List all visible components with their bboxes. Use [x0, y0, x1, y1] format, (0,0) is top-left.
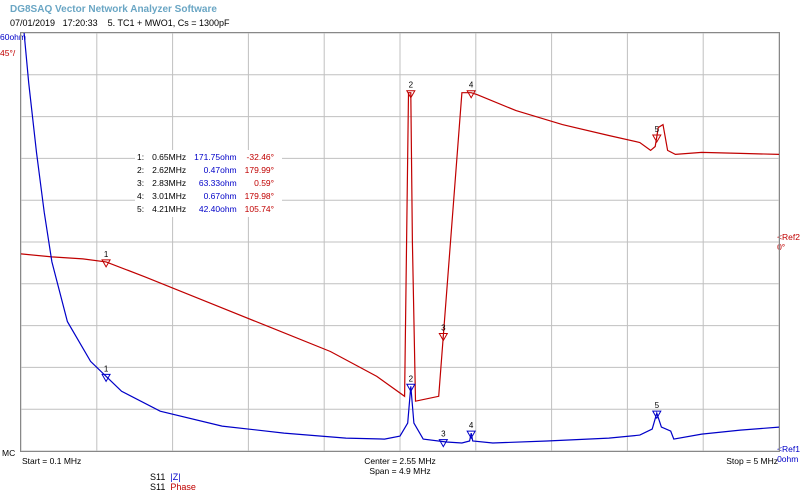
- marker-ph: 0.59°: [245, 178, 280, 189]
- svg-text:5: 5: [655, 125, 660, 134]
- marker-idx: 3:: [137, 178, 150, 189]
- marker-freq: 2.62MHz: [152, 165, 192, 176]
- marker-4: 4: [467, 81, 475, 98]
- marker-row: 1: 0.65MHz 171.75ohm -32.46°: [137, 152, 280, 163]
- svg-text:1: 1: [104, 364, 109, 373]
- marker-idx: 5:: [137, 204, 150, 215]
- marker-row: 4: 3.01MHz 0.67ohm 179.98°: [137, 191, 280, 202]
- grid: [21, 33, 779, 451]
- marker-readout-table: 1: 0.65MHz 171.75ohm -32.46° 2: 2.62MHz …: [135, 150, 282, 217]
- meta-line: 07/01/2019 17:20:33 5. TC1 + MWO1, Cs = …: [10, 18, 230, 28]
- xaxis-center-top: Center = 2.55 MHz: [364, 456, 436, 466]
- svg-text:5: 5: [655, 401, 660, 410]
- marker-idx: 4:: [137, 191, 150, 202]
- marker-ohm: 0.67ohm: [194, 191, 243, 202]
- svg-text:3: 3: [441, 430, 446, 439]
- svg-text:1: 1: [104, 250, 109, 259]
- plot-svg: 1 2 3 4 5 1: [21, 33, 779, 451]
- marker-row: 2: 2.62MHz 0.47ohm 179.99°: [137, 165, 280, 176]
- legend: S11 |Z| S11 Phase: [150, 472, 196, 492]
- marker-idx: 1:: [137, 152, 150, 163]
- meta-date: 07/01/2019: [10, 18, 55, 28]
- svg-text:3: 3: [441, 324, 446, 333]
- marker-ohm: 0.47ohm: [194, 165, 243, 176]
- legend-phase: Phase: [170, 482, 196, 492]
- legend-s11-ph: S11: [150, 482, 165, 492]
- marker-freq: 3.01MHz: [152, 191, 192, 202]
- plot-area: 1 2 3 4 5 1: [20, 32, 780, 452]
- marker-ph: 179.98°: [245, 191, 280, 202]
- yaxis-ref2: <Ref2 0°: [777, 232, 800, 252]
- marker-ohm: 63.33ohm: [194, 178, 243, 189]
- marker-ph: 105.74°: [245, 204, 280, 215]
- marker-1: 1: [102, 250, 110, 267]
- xaxis-center-bot: Span = 4.9 MHz: [369, 466, 430, 476]
- yaxis-phase-scale: 45°/: [0, 48, 15, 58]
- marker-ph: 179.99°: [245, 165, 280, 176]
- xaxis-stop: Stop = 5 MHz: [726, 456, 778, 466]
- marker-3: 3: [439, 430, 447, 447]
- legend-s11-z: S11: [150, 472, 165, 482]
- marker-row: 3: 2.83MHz 63.33ohm 0.59°: [137, 178, 280, 189]
- xaxis-center: Center = 2.55 MHz Span = 4.9 MHz: [0, 456, 800, 476]
- marker-row: 5: 4.21MHz 42.40ohm 105.74°: [137, 204, 280, 215]
- marker-ph: -32.46°: [245, 152, 280, 163]
- marker-freq: 4.21MHz: [152, 204, 192, 215]
- meta-note: 5. TC1 + MWO1, Cs = 1300pF: [108, 18, 230, 28]
- markers-on-z: 1 2 3 4 5: [102, 364, 661, 446]
- svg-text:4: 4: [469, 81, 474, 90]
- legend-z: |Z|: [170, 472, 180, 482]
- marker-ohm: 171.75ohm: [194, 152, 243, 163]
- meta-time: 17:20:33: [63, 18, 98, 28]
- marker-freq: 2.83MHz: [152, 178, 192, 189]
- svg-text:4: 4: [469, 421, 474, 430]
- marker-freq: 0.65MHz: [152, 152, 192, 163]
- svg-text:2: 2: [409, 374, 414, 383]
- app-title: DG8SAQ Vector Network Analyzer Software: [10, 4, 217, 15]
- marker-idx: 2:: [137, 165, 150, 176]
- svg-text:2: 2: [409, 81, 414, 90]
- marker-ohm: 42.40ohm: [194, 204, 243, 215]
